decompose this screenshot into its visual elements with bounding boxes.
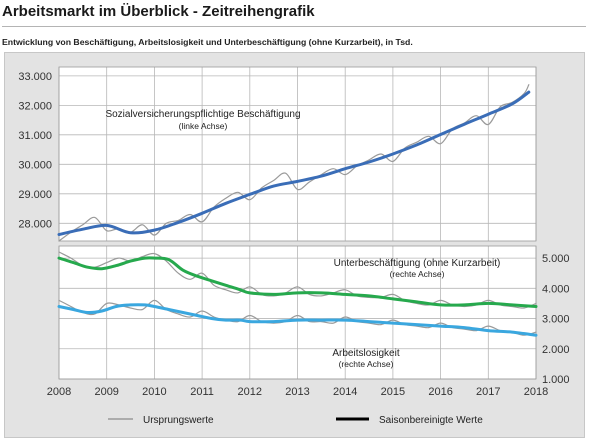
- legend-label-original: Ursprungswerte: [143, 415, 214, 426]
- x-tick-label: 2013: [285, 386, 309, 398]
- y-left-tick-label: 31.000: [18, 130, 52, 142]
- x-tick-label: 2017: [476, 386, 500, 398]
- title-divider: [2, 26, 586, 27]
- employment-seasonal-line: [57, 90, 531, 236]
- x-tick-label: 2018: [524, 386, 548, 398]
- x-tick-label: 2009: [94, 386, 118, 398]
- unemployment-axis-note: (rechte Achse): [339, 359, 394, 369]
- unemployment-seasonal-line: [57, 303, 538, 337]
- y-left-tick-label: 30.000: [18, 159, 52, 171]
- underemployment-axis-note: (rechte Achse): [390, 269, 445, 279]
- y-right-tick-label: 2.000: [542, 344, 570, 356]
- y-right-tick-label: 1.000: [542, 374, 570, 386]
- x-tick-label: 2012: [238, 386, 262, 398]
- unemployment-label: Arbeitslosigkeit: [332, 348, 399, 359]
- x-tick-label: 2014: [333, 386, 357, 398]
- x-tick-label: 2010: [142, 386, 166, 398]
- chart-subtitle: Entwicklung von Beschäftigung, Arbeitslo…: [2, 37, 413, 47]
- x-tick-label: 2016: [428, 386, 452, 398]
- y-left-tick-label: 32.000: [18, 100, 52, 112]
- underemployment-label: Unterbeschäftigung (ohne Kurzarbeit): [334, 258, 501, 269]
- page-title: Arbeitsmarkt im Überblick - Zeitreihengr…: [2, 3, 315, 20]
- y-right-tick-label: 5.000: [542, 253, 570, 265]
- y-right-tick-label: 3.000: [542, 314, 570, 326]
- y-left-tick-label: 33.000: [18, 71, 52, 83]
- employment-axis-note: (linke Achse): [179, 121, 228, 131]
- x-tick-label: 2008: [47, 386, 71, 398]
- top-plot-frame: [58, 66, 537, 242]
- y-left-tick-label: 28.000: [18, 218, 52, 230]
- y-left-tick-label: 29.000: [18, 189, 52, 201]
- bottom-plot-frame: [58, 245, 537, 380]
- employment-label: Sozialversicherungspflichtige Beschäftig…: [105, 109, 300, 120]
- underemployment-seasonal-line: [57, 256, 538, 308]
- y-right-tick-label: 4.000: [542, 283, 570, 295]
- legend-label-seasonal: Saisonbereinigte Werte: [379, 415, 483, 426]
- x-tick-label: 2011: [190, 386, 214, 398]
- chart-container: 2008 2009 2010 2011 2012 2013 2014 2015 2016 2017…: [4, 52, 585, 438]
- time-series-chart: 2008 2009 2010 2011 2012 2013 2014 2015 2016 2017…: [18, 66, 570, 426]
- x-tick-label: 2015: [381, 386, 405, 398]
